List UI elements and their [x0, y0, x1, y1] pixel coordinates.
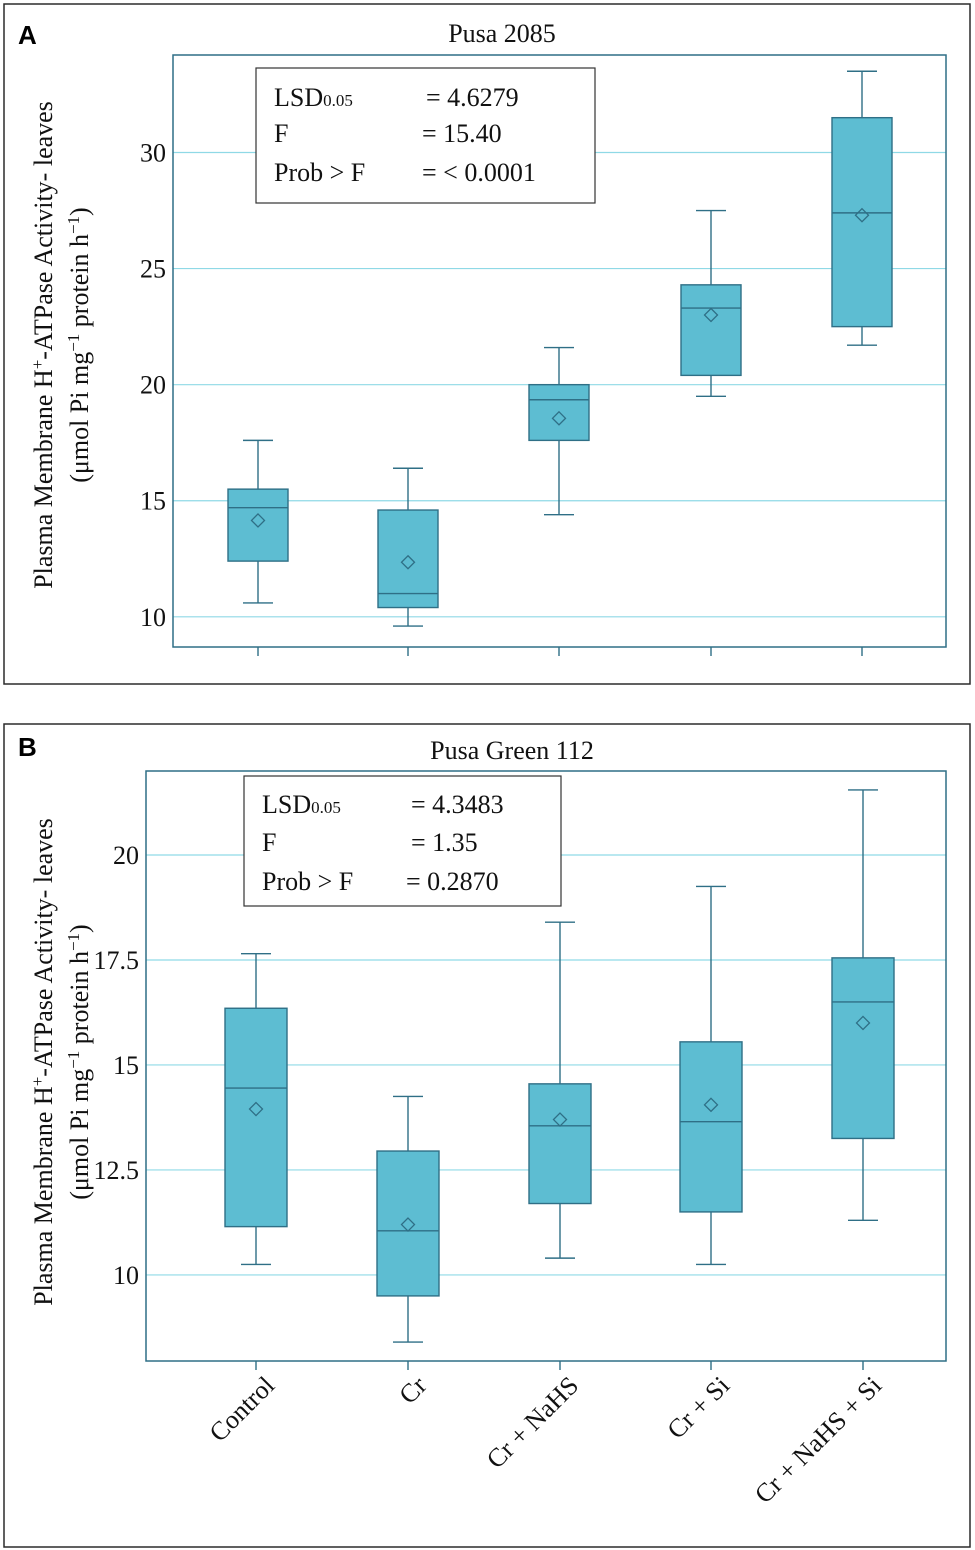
x-category-label: Cr + NaHS + Si — [749, 1371, 887, 1509]
mean-marker — [400, 554, 416, 570]
box-plot-control — [224, 952, 288, 1266]
y-tick-label: 15 — [113, 1051, 139, 1080]
x-category-label: Control — [204, 1371, 281, 1448]
panel-a-y-ticks: 10 15 20 25 30 — [140, 139, 166, 632]
mean-marker — [703, 307, 719, 323]
panel-a-y-axis-title-line1: Plasma Membrane H+-ATPase Activity- leav… — [28, 101, 59, 589]
panel-b-f-value: = 1.35 — [411, 828, 478, 857]
panel-a-p-label: Prob > F — [274, 158, 365, 187]
y-tick-label: 20 — [140, 371, 166, 400]
panel-b-frame — [3, 723, 971, 1548]
x-category-label: Cr + NaHS — [481, 1371, 584, 1474]
panel-b-stats-box: LSD0.05 = 4.3483 F = 1.35 Prob > F = 0.2… — [243, 775, 562, 907]
mean-marker — [551, 410, 567, 426]
panel-a-lsd-value: = 4.6279 — [426, 83, 519, 112]
panel-b-plot-area — [145, 770, 947, 1362]
panel-b-stats-frame — [243, 775, 562, 907]
mean-marker — [703, 1097, 719, 1113]
y-tick-label: 15 — [140, 487, 166, 516]
box-plot-cr-nahs-si — [831, 70, 893, 346]
panel-a-boxes — [227, 70, 893, 627]
panel-b: B Pusa Green 112 Plasma Membrane H+-ATPa… — [3, 723, 971, 1548]
box-plot-cr-si — [679, 885, 743, 1266]
panel-a-frame — [3, 3, 971, 685]
panel-b-lsd-label: LSD0.05 — [262, 790, 341, 819]
box-plot-cr-si — [680, 209, 742, 397]
iqr-box — [227, 488, 289, 562]
mean-marker — [248, 1101, 264, 1117]
panel-b-y-axis-title-line1: Plasma Membrane H+-ATPase Activity- leav… — [28, 818, 59, 1306]
y-tick-label: 10 — [140, 603, 166, 632]
mean-marker — [552, 1112, 568, 1127]
mean-marker — [400, 1217, 416, 1232]
iqr-box — [528, 1083, 592, 1205]
mean-marker — [250, 513, 266, 528]
y-tick-label: 17.5 — [94, 946, 140, 975]
panel-b-y-ticks: 10 12.5 15 17.5 20 — [94, 841, 140, 1290]
panel-a-p-value: = < 0.0001 — [422, 158, 536, 187]
panel-a-title: Pusa 2085 — [448, 19, 556, 48]
panel-a-lsd-label: LSD0.05 — [274, 83, 353, 112]
iqr-box — [377, 509, 439, 609]
box-plot-cr-nahs — [528, 921, 592, 1259]
iqr-box — [224, 1007, 288, 1228]
box-plot-cr-nahs-si — [831, 789, 895, 1222]
mean-marker — [855, 1015, 871, 1031]
iqr-box — [680, 284, 742, 377]
box-plot-cr — [377, 467, 439, 627]
panel-b-boxes — [224, 789, 895, 1343]
y-tick-label: 30 — [140, 139, 166, 168]
y-tick-label: 10 — [113, 1261, 139, 1290]
panel-b-lsd-value: = 4.3483 — [411, 790, 504, 819]
panel-b-y-axis-title-line2: (μmol Pi mg−1 protein h−1) — [64, 924, 95, 1199]
panel-a-stats-frame — [255, 67, 596, 204]
panel-b-label: B — [18, 732, 37, 762]
panel-a-stats-box: LSD0.05 = 4.6279 F = 15.40 Prob > F = < … — [255, 67, 596, 204]
x-category-label: Cr — [393, 1370, 432, 1409]
panel-a: A Pusa 2085 Plasma Membrane H+-ATPase Ac… — [3, 3, 971, 685]
box-plot-control — [227, 439, 289, 604]
panel-b-f-label: F — [262, 828, 276, 857]
panel-a-y-axis-title-line2: (μmol Pi mg−1 protein h−1) — [64, 207, 95, 482]
panel-a-f-value: = 15.40 — [422, 119, 502, 148]
iqr-box — [679, 1041, 743, 1213]
panel-b-p-label: Prob > F — [262, 867, 353, 896]
y-tick-label: 20 — [113, 841, 139, 870]
panel-b-x-labels: Control Cr Cr + NaHS Cr + Si Cr + NaHS + Si — [204, 1370, 888, 1509]
x-category-label: Cr + Si — [661, 1371, 735, 1445]
panel-b-x-ticks — [255, 1361, 864, 1370]
y-tick-label: 25 — [140, 255, 166, 284]
box-plot-cr — [376, 1095, 440, 1343]
mean-marker — [854, 207, 870, 223]
panel-b-p-value: = 0.2870 — [406, 867, 499, 896]
panel-a-label: A — [18, 20, 37, 50]
panel-a-f-label: F — [274, 119, 288, 148]
iqr-box — [831, 957, 895, 1140]
iqr-box — [376, 1150, 440, 1297]
y-tick-label: 12.5 — [94, 1156, 140, 1185]
panel-b-title: Pusa Green 112 — [430, 736, 594, 765]
box-plot-cr-nahs — [528, 346, 590, 516]
panel-a-x-ticks — [257, 647, 863, 656]
